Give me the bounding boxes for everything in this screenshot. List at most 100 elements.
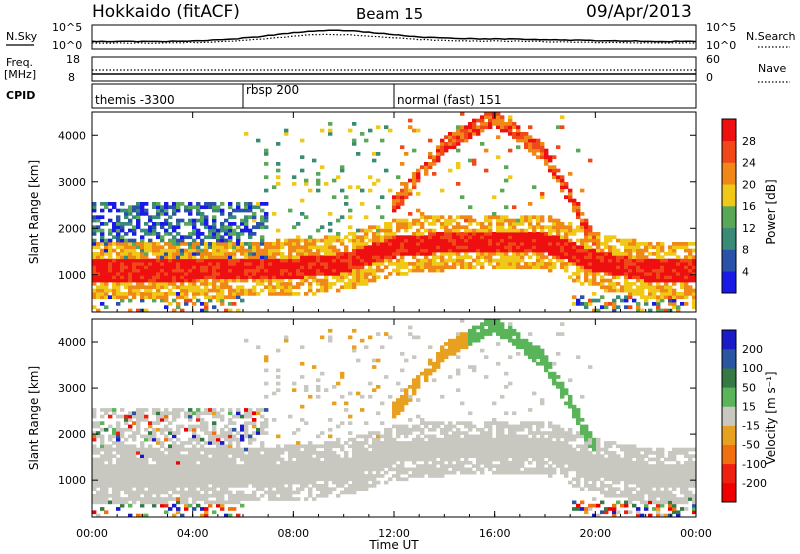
velocity-cell — [392, 414, 397, 419]
power-cell — [320, 255, 325, 260]
power-cell — [584, 232, 589, 236]
power-cell — [104, 252, 109, 256]
power-cell — [128, 298, 133, 303]
power-cell — [268, 282, 273, 286]
velocity-cell — [136, 467, 141, 472]
power-cell — [500, 232, 505, 236]
velocity-cell — [96, 451, 101, 455]
velocity-cell — [336, 477, 341, 482]
power-cell — [668, 262, 673, 266]
power-cell — [448, 135, 453, 140]
power-cell — [132, 275, 137, 280]
velocity-cell — [204, 513, 209, 518]
power-cell — [244, 252, 249, 256]
power-cell — [668, 272, 673, 276]
power-cell — [236, 275, 241, 280]
power-cell — [632, 265, 637, 270]
power-cell — [172, 225, 177, 230]
power-cell — [592, 265, 597, 270]
velocity-cell — [324, 480, 329, 485]
power-cell — [208, 272, 213, 276]
power-cell — [588, 265, 593, 270]
power-cell — [132, 272, 137, 276]
power-cell — [392, 268, 397, 273]
velocity-cell — [376, 437, 381, 442]
velocity-cell — [148, 444, 153, 449]
velocity-cell — [276, 470, 281, 475]
power-cell — [120, 282, 125, 286]
power-cell — [192, 282, 197, 286]
power-cell — [160, 222, 165, 226]
power-cell — [528, 245, 533, 250]
power-cell — [584, 305, 589, 310]
power-cell — [560, 238, 565, 243]
power-cell — [644, 275, 649, 280]
velocity-cell — [440, 394, 445, 399]
velocity-cell — [160, 490, 165, 495]
power-cell — [264, 242, 269, 246]
velocity-cell — [432, 470, 437, 475]
power-cell — [136, 218, 141, 223]
power-cell — [180, 235, 185, 240]
power-cell — [376, 242, 381, 246]
velocity-cell — [316, 493, 321, 498]
freq-tick-high: 18 — [66, 53, 80, 66]
velocity-cell — [300, 454, 305, 458]
velocity-cell — [432, 464, 437, 468]
power-cell — [300, 282, 305, 286]
velocity-cell — [200, 418, 205, 422]
power-cell — [496, 242, 501, 246]
velocity-cell — [104, 480, 109, 485]
velocity-cell — [432, 378, 437, 383]
power-cell — [396, 198, 401, 203]
power-cell — [284, 238, 289, 243]
power-cell — [152, 242, 157, 246]
power-cell — [176, 252, 181, 256]
power-cell — [304, 252, 309, 256]
power-cell — [516, 238, 521, 243]
power-cell — [180, 242, 185, 246]
power-cell — [608, 272, 613, 276]
power-cell — [608, 248, 613, 253]
velocity-cell — [112, 484, 117, 488]
velocity-cell — [228, 507, 233, 511]
power-cell — [688, 262, 693, 266]
velocity-cell — [200, 497, 205, 501]
velocity-cell — [208, 447, 213, 452]
velocity-cell — [188, 447, 193, 452]
power-cell — [628, 265, 633, 270]
velocity-cell — [160, 477, 165, 482]
power-cell — [580, 222, 585, 226]
velocity-cell — [136, 493, 141, 498]
power-cell — [212, 278, 217, 283]
velocity-cell — [356, 454, 361, 458]
power-cell — [652, 272, 657, 276]
power-cell — [208, 202, 213, 206]
power-cell — [400, 248, 405, 253]
power-cell — [340, 252, 345, 256]
velocity-cell — [388, 394, 393, 399]
velocity-cell — [240, 467, 245, 472]
power-cell — [464, 252, 469, 256]
velocity-cell — [220, 470, 225, 475]
velocity-cell — [260, 454, 265, 458]
power-cell — [600, 262, 605, 266]
velocity-cell — [228, 447, 233, 452]
power-cell — [540, 145, 545, 150]
power-cell — [128, 238, 133, 243]
power-cell — [684, 248, 689, 253]
power-cell — [520, 215, 525, 220]
power-cell — [200, 242, 205, 246]
velocity-cell — [140, 411, 145, 416]
power-cell — [592, 268, 597, 273]
velocity-cell — [256, 467, 261, 472]
power-cell — [660, 298, 665, 303]
velocity-cell — [468, 434, 473, 439]
power-cell — [500, 215, 505, 220]
power-cell — [548, 168, 553, 173]
power-cell — [584, 262, 589, 266]
power-cell — [436, 238, 441, 243]
velocity-cell — [300, 464, 305, 468]
velocity-cell — [316, 385, 321, 389]
velocity-cell — [184, 484, 189, 488]
